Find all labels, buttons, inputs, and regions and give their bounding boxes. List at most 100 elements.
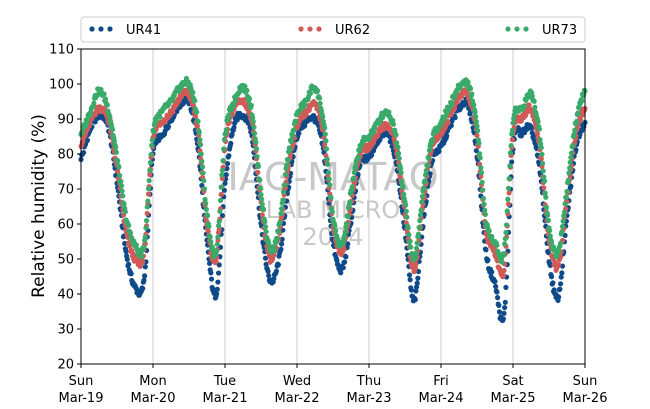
data-point <box>251 124 257 130</box>
data-point <box>419 199 425 205</box>
data-point <box>214 241 220 247</box>
y-tick-label: 110 <box>49 43 74 58</box>
data-point <box>559 223 566 230</box>
data-point <box>393 132 399 138</box>
data-point <box>253 146 260 152</box>
data-point <box>275 262 281 268</box>
data-point <box>229 131 235 137</box>
data-point <box>413 250 419 256</box>
data-point <box>501 310 507 316</box>
data-point <box>469 91 475 97</box>
data-point <box>485 257 491 263</box>
data-point <box>332 223 338 229</box>
data-point <box>496 309 503 315</box>
data-point <box>557 254 564 260</box>
data-point <box>541 178 548 184</box>
data-point <box>219 167 226 174</box>
data-point <box>422 172 429 178</box>
data-point <box>223 127 229 133</box>
data-point <box>421 185 427 191</box>
data-point <box>145 198 151 204</box>
data-point <box>395 150 402 157</box>
data-point <box>147 159 154 166</box>
data-point <box>199 158 205 165</box>
data-point <box>241 97 247 103</box>
data-point <box>116 164 122 170</box>
data-point <box>138 254 145 260</box>
data-point <box>213 259 219 265</box>
data-point <box>200 170 206 176</box>
data-point <box>535 119 541 125</box>
data-point <box>80 149 87 156</box>
data-point <box>259 212 265 218</box>
data-point <box>550 280 556 286</box>
data-point <box>84 117 91 123</box>
data-point <box>480 195 487 202</box>
data-point <box>218 184 224 190</box>
data-point <box>123 248 129 254</box>
data-point <box>458 94 465 100</box>
data-point <box>125 222 132 229</box>
data-point <box>408 287 415 293</box>
data-point <box>140 259 146 265</box>
data-point <box>510 120 516 126</box>
data-point <box>124 256 130 263</box>
data-point <box>501 252 507 258</box>
data-point <box>285 157 291 163</box>
data-point <box>198 151 204 157</box>
data-point <box>215 234 221 240</box>
data-point <box>220 158 226 164</box>
y-tick-label: 80 <box>57 148 74 163</box>
data-point <box>479 179 485 185</box>
data-point <box>563 194 569 200</box>
data-point <box>266 273 272 279</box>
data-point <box>579 112 586 118</box>
data-point <box>282 171 289 178</box>
data-point <box>571 131 577 138</box>
data-point <box>314 88 321 94</box>
data-point <box>266 240 272 246</box>
data-point <box>192 113 199 120</box>
data-point <box>396 155 402 162</box>
data-point <box>115 158 121 164</box>
data-point <box>113 144 119 150</box>
data-point <box>565 177 571 183</box>
data-point <box>215 270 222 276</box>
data-point <box>320 114 326 120</box>
data-point <box>317 100 323 107</box>
data-point <box>554 253 560 260</box>
legend-item-UR73: UR73 <box>505 23 577 38</box>
data-point <box>194 123 200 129</box>
data-point <box>325 161 331 167</box>
y-tick-label: 40 <box>57 288 74 303</box>
data-point <box>560 218 566 224</box>
data-point <box>253 139 259 145</box>
data-point <box>199 164 206 170</box>
data-point <box>202 196 208 203</box>
data-point <box>473 113 479 120</box>
data-point <box>556 262 562 268</box>
data-point <box>568 154 574 161</box>
data-point <box>561 209 568 215</box>
data-point <box>287 146 293 152</box>
data-point <box>386 109 392 115</box>
y-tick-label: 100 <box>49 78 74 93</box>
data-point <box>408 244 414 250</box>
x-tick-label-day: Sun <box>69 374 94 389</box>
data-point <box>406 272 413 278</box>
data-point <box>506 190 512 196</box>
x-tick-label-day: Fri <box>433 374 449 389</box>
data-point <box>254 153 260 160</box>
data-point <box>111 138 118 144</box>
data-point <box>545 212 551 218</box>
data-point <box>118 178 124 185</box>
data-point <box>280 189 287 195</box>
y-tick-label: 70 <box>57 183 74 198</box>
data-point <box>509 159 515 165</box>
data-point <box>575 110 581 116</box>
data-point <box>102 96 109 102</box>
data-point <box>214 248 220 254</box>
data-point <box>228 140 234 147</box>
data-point <box>375 132 381 139</box>
